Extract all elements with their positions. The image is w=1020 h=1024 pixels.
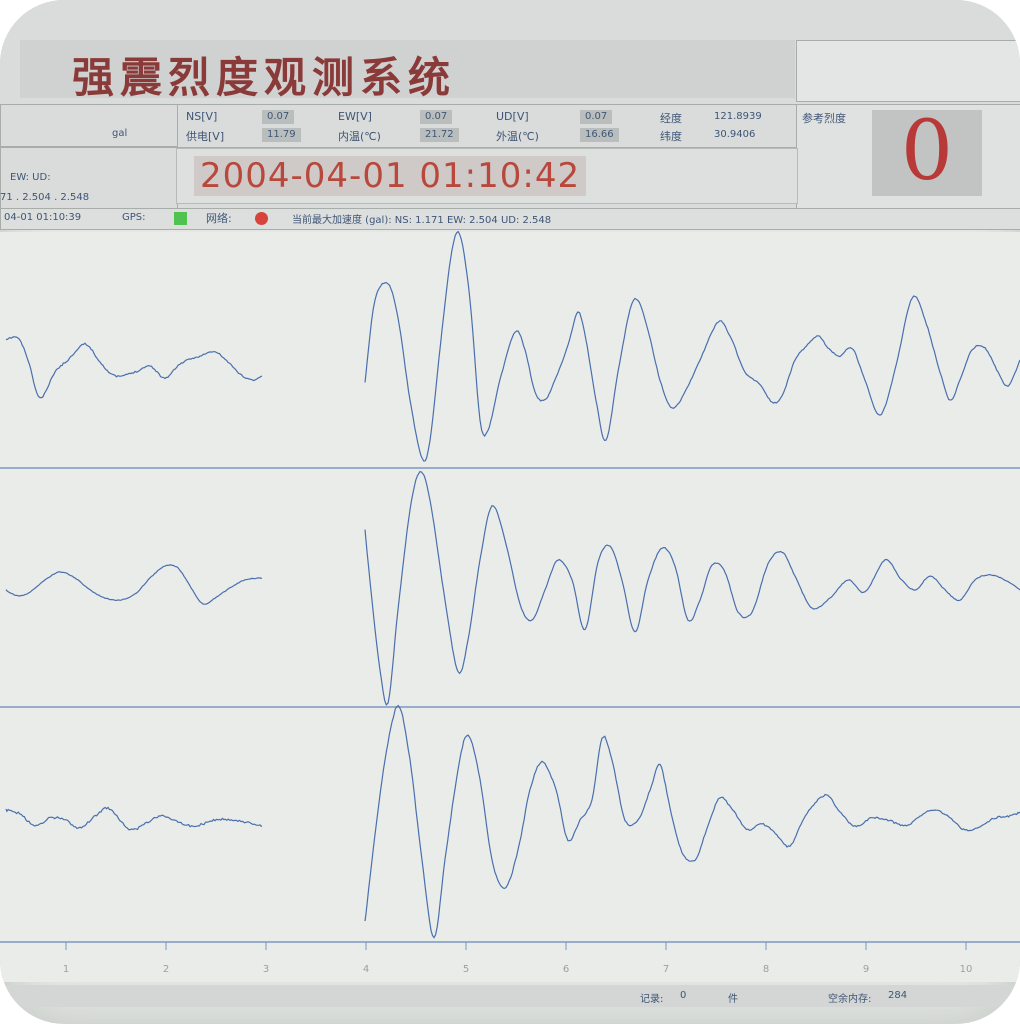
ref-intensity-value: 0 bbox=[900, 104, 954, 199]
unit-label: gal bbox=[112, 128, 128, 139]
ns-v-label: NS[V] bbox=[186, 110, 218, 123]
app-title: 强震烈度观测系统 bbox=[72, 53, 457, 102]
trace-ns-event bbox=[364, 230, 1020, 462]
records-label: 记录: bbox=[640, 994, 664, 1005]
status-bar bbox=[0, 208, 1020, 230]
intensity-display bbox=[872, 110, 982, 196]
ew-v-label: EW[V] bbox=[338, 110, 372, 123]
time-tick-label: 8 bbox=[763, 964, 769, 975]
time-tick-label: 6 bbox=[563, 964, 569, 975]
ref-intensity-label: 参考烈度 bbox=[802, 112, 846, 125]
trace-ew-pre-event bbox=[5, 564, 263, 605]
time-tick-label: 5 bbox=[463, 964, 469, 975]
records-unit: 件 bbox=[728, 994, 738, 1005]
time-tick-label: 4 bbox=[363, 964, 369, 975]
ud-v-value: 0.07 bbox=[580, 110, 613, 124]
memory-label: 空余内存: bbox=[828, 994, 872, 1005]
trace-ns-pre-event bbox=[5, 336, 263, 399]
longitude-label: 经度 bbox=[660, 112, 682, 125]
left-axes-label: EW: UD: bbox=[10, 172, 51, 183]
title-bar bbox=[20, 40, 795, 98]
plot-area bbox=[0, 232, 1020, 982]
records-value: 0 bbox=[680, 990, 687, 1001]
status-timestamp: 04-01 01:10:39 bbox=[4, 212, 82, 223]
longitude-value: 121.8939 bbox=[714, 111, 762, 122]
time-axis: 1 2 3 4 5 6 7 8 9 10 bbox=[63, 942, 973, 975]
footer-bar: 记录: 0 件 空余内存: 284 bbox=[0, 985, 1020, 1007]
unit-cell bbox=[0, 104, 178, 148]
max-accel-readout: 当前最大加速度 (gal): NS: 1.171 EW: 2.504 UD: 2… bbox=[292, 215, 552, 226]
inner-temp-label: 内温(℃) bbox=[338, 130, 381, 143]
power-v-value: 11.79 bbox=[262, 128, 301, 142]
trace-ud-event bbox=[364, 704, 1020, 939]
latitude-value: 30.9406 bbox=[714, 129, 756, 140]
ew-v-value: 0.07 bbox=[420, 110, 453, 124]
ns-v-value: 0.07 bbox=[262, 110, 295, 124]
time-tick-label: 10 bbox=[960, 964, 973, 975]
title-side-panel bbox=[796, 40, 1020, 102]
inner-temp-value: 21.72 bbox=[420, 128, 459, 142]
trace-ud-pre-event bbox=[5, 806, 263, 831]
header-panel: 强震烈度观测系统 gal NS[V] 0.07 EW[V] 0.07 UD[V]… bbox=[0, 0, 1020, 230]
memory-value: 284 bbox=[888, 990, 908, 1001]
time-tick-label: 1 bbox=[63, 964, 69, 975]
current-datetime: 2004-04-01 01:10:42 bbox=[194, 156, 587, 196]
outer-temp-value: 16.66 bbox=[580, 128, 619, 142]
ud-v-label: UD[V] bbox=[496, 110, 529, 123]
outer-temp-label: 外温(℃) bbox=[496, 130, 539, 143]
latitude-label: 纬度 bbox=[660, 130, 682, 143]
trace-ew-event bbox=[364, 470, 1020, 706]
time-tick-label: 7 bbox=[663, 964, 669, 975]
time-tick-label: 9 bbox=[863, 964, 869, 975]
power-v-label: 供电[V] bbox=[186, 130, 225, 143]
gps-indicator bbox=[174, 212, 187, 225]
gps-label: GPS: bbox=[122, 212, 146, 223]
time-tick-label: 3 bbox=[263, 964, 269, 975]
time-tick-label: 2 bbox=[163, 964, 169, 975]
network-label: 网络: bbox=[206, 212, 232, 225]
left-axes-values: 71 . 2.504 . 2.548 bbox=[0, 192, 90, 203]
network-indicator bbox=[255, 212, 268, 225]
